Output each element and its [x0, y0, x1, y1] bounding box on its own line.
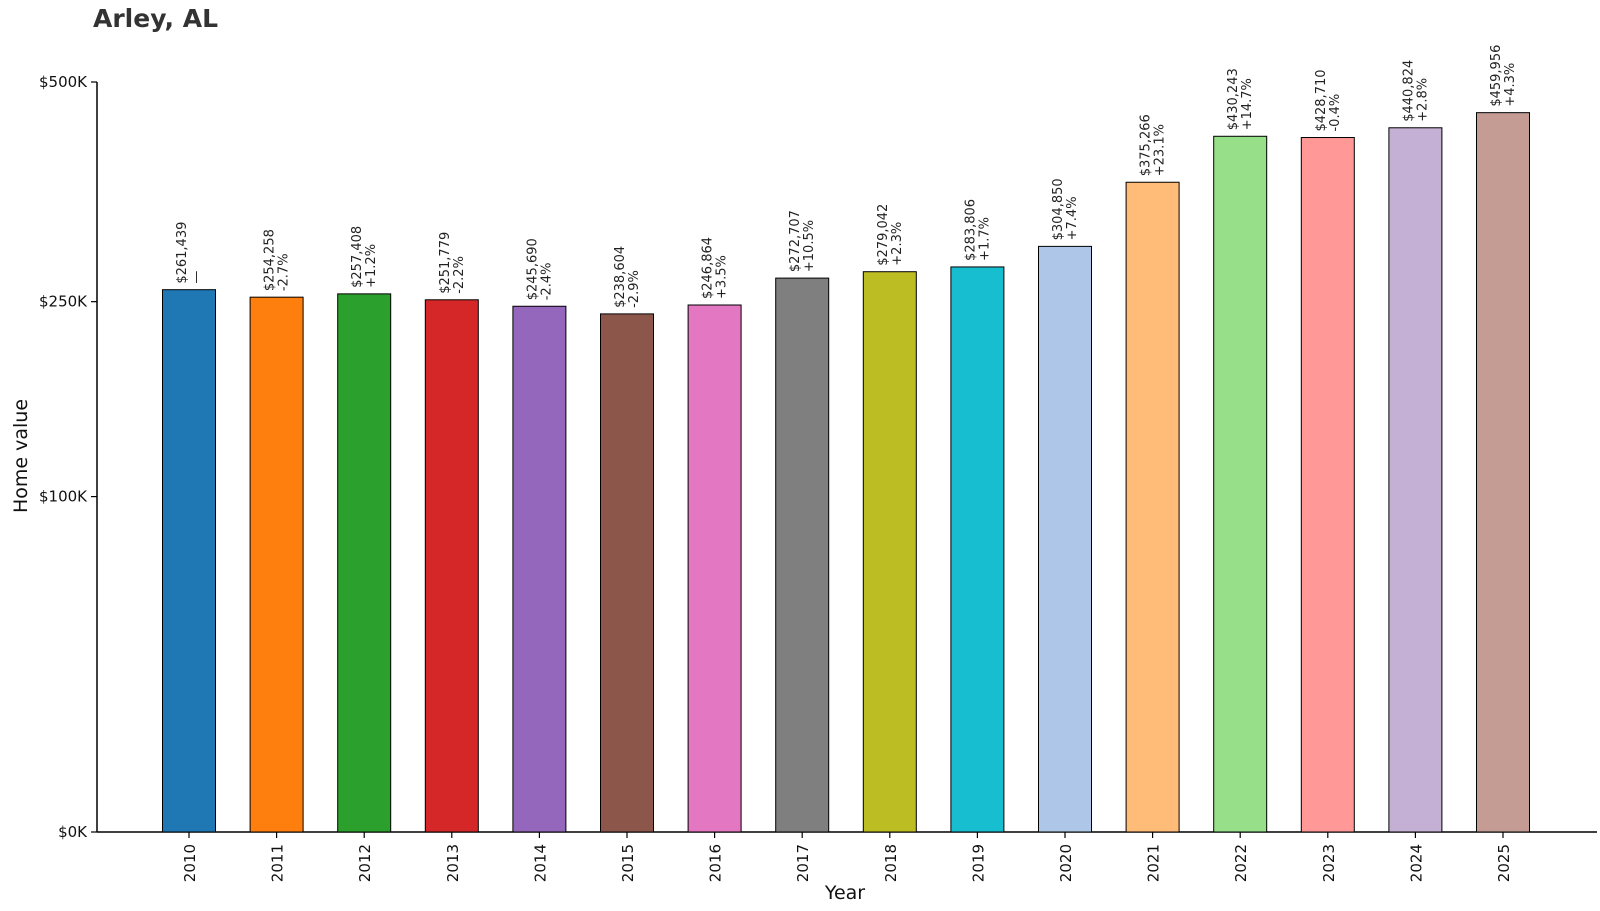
data-label-2022: $430,243 +14.7%: [1226, 68, 1255, 130]
x-tick-label: 2025: [1495, 844, 1513, 882]
data-label-2024: $440,824 +2.8%: [1401, 60, 1430, 122]
chart-axes: $0K $100K $250K $500K 2010 2011 2012 2013 2014 20…: [39, 73, 1597, 882]
value-label: $459,956: [1489, 45, 1504, 107]
change-label: -2.2%: [452, 256, 467, 294]
data-label-2012: $257,408 +1.2%: [350, 226, 379, 288]
bar-2019: [950, 266, 1005, 833]
bar-2014: [512, 305, 567, 833]
bar-2025: [1476, 112, 1530, 833]
data-label-2020: $304,850 +7.4%: [1051, 178, 1080, 240]
chart-bars: [162, 112, 1530, 833]
x-tick-label: 2010: [181, 844, 199, 882]
bar-2022: [1213, 135, 1268, 833]
x-tick-label: 2023: [1320, 844, 1338, 882]
x-tick-label: 2017: [794, 844, 812, 882]
data-label-2013: $251,779 -2.2%: [438, 232, 467, 294]
data-label-2018: $279,042 +2.3%: [876, 204, 905, 266]
value-label: $254,258: [263, 229, 278, 291]
data-label-2015: $238,604 -2.9%: [613, 246, 642, 308]
change-label: +3.5%: [715, 255, 730, 299]
x-tick-label: 2015: [619, 844, 637, 882]
bar-2012: [337, 293, 392, 833]
value-label: $375,266: [1139, 114, 1154, 176]
bar-2013: [424, 299, 479, 833]
bar-2020: [1038, 245, 1092, 833]
change-label: +10.5%: [802, 220, 817, 272]
change-label: +1.2%: [364, 244, 379, 288]
value-label: $251,779: [438, 232, 453, 294]
change-label: -2.7%: [277, 253, 292, 291]
x-tick-label: 2022: [1232, 844, 1250, 882]
change-label: +4.3%: [1503, 63, 1518, 107]
data-label-2023: $428,710 -0.4%: [1314, 69, 1343, 131]
bar-2018: [862, 271, 917, 833]
data-label-2017: $272,707 +10.5%: [788, 210, 817, 272]
value-label: $261,439: [175, 222, 190, 284]
x-tick-label: 2011: [269, 844, 287, 882]
y-axis-title: Home value: [10, 399, 32, 513]
x-tick-label: 2012: [356, 844, 374, 882]
value-label: $238,604: [613, 246, 628, 308]
x-tick-label: 2019: [969, 844, 987, 882]
bar-2021: [1125, 181, 1180, 833]
value-label: $283,806: [963, 199, 978, 261]
x-tick-label: 2018: [882, 844, 900, 882]
data-label-2019: $283,806 +1.7%: [963, 199, 992, 261]
bar-2011: [249, 296, 304, 833]
data-label-2014: $245,690 -2.4%: [525, 238, 554, 300]
change-label: +14.7%: [1240, 78, 1255, 130]
value-label: $245,690: [525, 238, 540, 300]
x-axis-title: Year: [824, 882, 865, 904]
x-tick-label: 2013: [444, 844, 462, 882]
change-label: -2.4%: [539, 263, 554, 301]
bar-2024: [1388, 127, 1443, 833]
value-label: $279,042: [876, 204, 891, 266]
bar-2017: [775, 277, 830, 833]
change-label: +23.1%: [1153, 124, 1168, 176]
data-label-2011: $254,258 -2.7%: [263, 229, 292, 291]
value-label: $246,864: [701, 237, 716, 299]
chart-data-labels: $261,439— $254,258 -2.7% $257,408 +1.2% $251,…: [175, 45, 1518, 308]
value-label: $428,710: [1314, 69, 1329, 131]
value-label: $304,850: [1051, 178, 1066, 240]
x-tick-label: 2016: [707, 844, 725, 882]
value-label: $272,707: [788, 210, 803, 272]
x-tick-label: 2021: [1145, 844, 1163, 882]
data-label-2016: $246,864 +3.5%: [701, 237, 730, 299]
y-tick-label: $100K: [39, 488, 88, 506]
chart-title: Arley, AL: [93, 4, 219, 33]
value-label: $257,408: [350, 226, 365, 288]
x-tick-label: 2024: [1407, 844, 1425, 882]
bar-2015: [600, 313, 654, 833]
y-tick-label: $0K: [58, 823, 88, 841]
data-label-2021: $375,266 +23.1%: [1139, 114, 1168, 176]
change-label: -2.9%: [627, 270, 642, 308]
change-label: -0.4%: [1328, 94, 1343, 132]
bar-2016: [687, 304, 742, 833]
y-tick-label: $250K: [39, 293, 88, 311]
x-tick-label: 2020: [1057, 844, 1075, 882]
data-label-2010: $261,439—: [175, 222, 204, 284]
change-label: +7.4%: [1065, 196, 1080, 240]
change-label: +1.7%: [977, 217, 992, 261]
change-label: +2.3%: [890, 222, 905, 266]
data-label-2025: $459,956 +4.3%: [1489, 45, 1518, 107]
value-label: $430,243: [1226, 68, 1241, 130]
y-tick-label: $500K: [39, 73, 88, 91]
change-label: —: [189, 271, 204, 284]
bar-2023: [1300, 137, 1355, 833]
x-tick-label: 2014: [531, 844, 549, 882]
bar-2010: [162, 289, 216, 833]
value-label: $440,824: [1401, 60, 1416, 122]
change-label: +2.8%: [1415, 78, 1430, 122]
